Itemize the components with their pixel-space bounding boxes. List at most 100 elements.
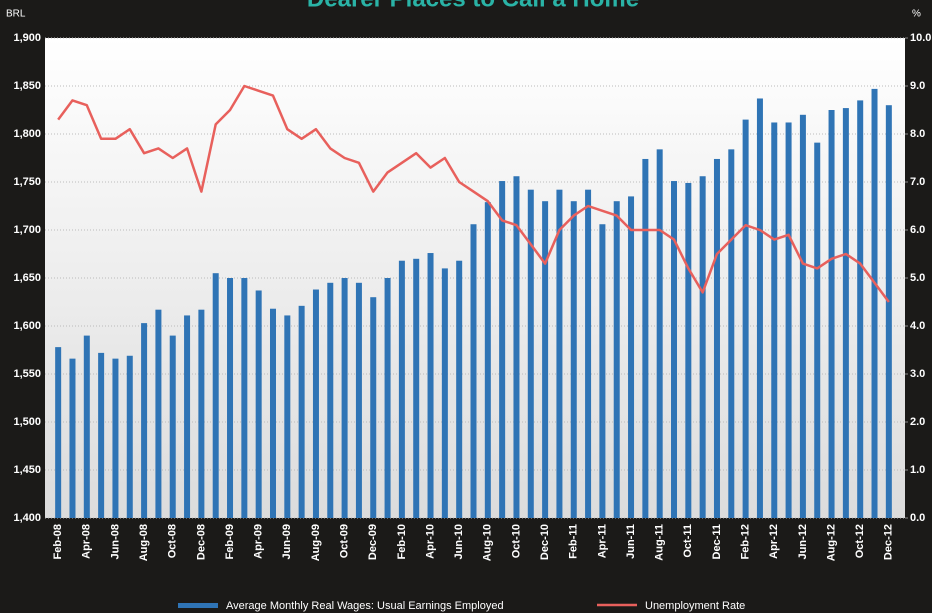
x-tick-label: Dec-09: [367, 524, 379, 560]
y2-axis-label: %: [912, 9, 921, 20]
y2-tick-label: 2.0: [910, 416, 925, 428]
x-tick-label: Aug-11: [654, 524, 666, 561]
bar: [126, 355, 133, 518]
y2-tick-label: 6.0: [910, 224, 925, 236]
y2-tick-label: 5.0: [910, 272, 925, 284]
y-tick-label: 1,500: [13, 416, 41, 428]
bar: [55, 347, 62, 518]
y2-tick-label: 3.0: [910, 368, 925, 380]
bar: [628, 196, 635, 518]
bar: [456, 260, 463, 518]
bar: [857, 100, 864, 519]
bar: [527, 189, 534, 518]
bar: [742, 119, 749, 518]
bar: [771, 122, 778, 518]
y-tick-label: 1,750: [13, 176, 41, 188]
bar: [212, 273, 219, 518]
x-tick-label: Jun-08: [109, 524, 121, 559]
bar: [656, 149, 663, 519]
x-tick-label: Oct-09: [339, 524, 351, 558]
bar: [699, 176, 706, 519]
x-tick-label: Dec-11: [711, 524, 723, 559]
bar: [470, 224, 477, 519]
y2-tick-label: 1.0: [910, 464, 925, 476]
legend-label: Average Monthly Real Wages: Usual Earnin…: [226, 600, 504, 612]
bar: [513, 176, 520, 519]
x-tick-label: Dec-08: [195, 524, 207, 560]
bar: [83, 335, 90, 518]
bar: [269, 308, 276, 518]
bar: [842, 108, 849, 518]
y2-tick-label: 8.0: [910, 128, 925, 140]
bar: [398, 260, 405, 518]
bar: [312, 289, 319, 518]
x-tick-label: Aug-08: [138, 524, 150, 561]
bar: [255, 290, 262, 518]
bar: [613, 201, 620, 518]
x-tick-label: Apr-08: [81, 524, 93, 559]
x-tick-label: Oct-08: [167, 524, 179, 558]
y-tick-label: 1,550: [13, 368, 41, 380]
x-tick-label: Feb-12: [740, 524, 752, 559]
bar: [355, 282, 362, 518]
x-tick-label: Oct-11: [682, 524, 694, 558]
bar: [169, 335, 176, 518]
bar: [184, 315, 191, 518]
chart-title: Dearer Places to Call a Home: [307, 0, 639, 12]
bar: [341, 278, 348, 518]
bar: [671, 181, 678, 519]
bar: [728, 149, 735, 519]
x-tick-label: Feb-09: [224, 524, 236, 559]
bar: [112, 358, 119, 518]
y-tick-label: 1,700: [13, 224, 41, 236]
x-tick-label: Dec-10: [539, 524, 551, 560]
y-tick-label: 1,400: [13, 512, 41, 524]
bar: [327, 282, 334, 518]
bar: [642, 158, 649, 518]
bar: [141, 323, 148, 518]
bar: [499, 181, 506, 519]
bar: [241, 278, 248, 518]
bar: [413, 258, 420, 518]
x-tick-label: Dec-12: [883, 524, 895, 560]
bar: [599, 224, 606, 519]
bar: [69, 358, 76, 518]
y-tick-label: 1,600: [13, 320, 41, 332]
bar: [227, 278, 234, 518]
legend-label: Unemployment Rate: [645, 600, 745, 612]
bar: [198, 309, 205, 518]
x-tick-label: Apr-10: [424, 524, 436, 559]
x-tick-label: Apr-12: [768, 524, 780, 559]
bar: [799, 114, 806, 519]
legend-swatch: [178, 603, 218, 608]
x-tick-label: Aug-09: [310, 524, 322, 561]
y-tick-label: 1,450: [13, 464, 41, 476]
bar: [427, 253, 434, 519]
x-tick-label: Apr-09: [253, 524, 265, 559]
bar: [871, 88, 878, 518]
bar: [542, 201, 549, 518]
bar: [370, 297, 377, 518]
x-tick-label: Apr-11: [596, 524, 608, 558]
bar: [384, 278, 391, 518]
x-tick-label: Aug-10: [482, 524, 494, 561]
bar: [756, 98, 763, 518]
x-tick-label: Oct-12: [854, 524, 866, 558]
bar: [885, 105, 892, 518]
y2-tick-label: 10.0: [910, 32, 931, 44]
x-tick-label: Aug-12: [825, 524, 837, 561]
x-tick-label: Feb-10: [396, 524, 408, 559]
bar: [785, 122, 792, 518]
bar: [556, 189, 563, 518]
bar: [570, 201, 577, 518]
bar: [155, 309, 162, 518]
x-tick-label: Jun-12: [797, 524, 809, 559]
bar: [484, 202, 491, 518]
x-tick-label: Oct-10: [510, 524, 522, 558]
x-tick-label: Jun-11: [625, 524, 637, 559]
bar: [713, 158, 720, 518]
x-tick-label: Feb-11: [568, 524, 580, 559]
bar: [685, 182, 692, 518]
